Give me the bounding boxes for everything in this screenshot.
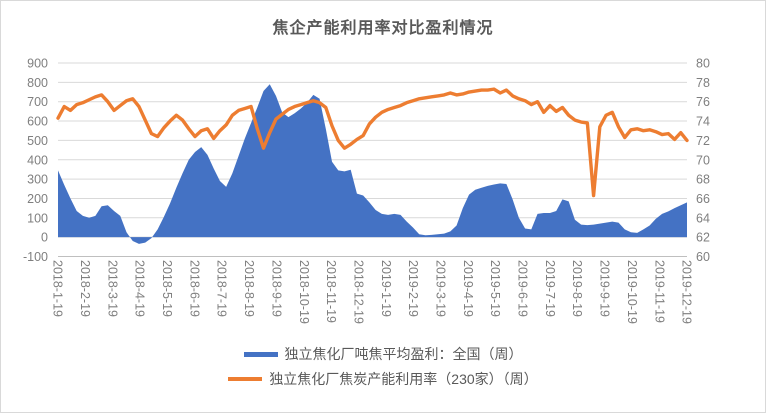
x-axis-tick-label: 2018-8-19 [242, 260, 256, 317]
y-axis-tick-label-left: -100 [23, 250, 48, 264]
x-axis-tick-label: 2018-9-19 [269, 260, 283, 317]
profit-area-series [58, 84, 687, 244]
x-axis-tick-label: 2018-12-19 [351, 260, 365, 324]
area-series-swatch-icon [243, 351, 278, 357]
y-axis-tick-label-right: 72 [696, 134, 710, 148]
y-axis-tick-label-right: 70 [696, 153, 710, 167]
y-axis-tick-label-right: 78 [696, 76, 710, 90]
y-axis-tick-label-left: 0 [41, 231, 48, 245]
x-axis-tick-label: 2019-11-19 [652, 260, 666, 323]
y-axis-tick-label-left: 900 [27, 57, 48, 71]
x-axis-tick-label: 2019-12-19 [680, 260, 694, 324]
x-axis-tick-label: 2019-10-19 [625, 260, 639, 324]
x-axis-tick-label: 2018-6-19 [187, 260, 201, 317]
x-axis-tick-label: 2018-5-19 [160, 260, 174, 317]
x-axis-tick-label: 2019-2-19 [406, 260, 420, 317]
x-axis-tick-label: 2018-2-19 [78, 260, 92, 317]
y-axis-tick-label-left: 300 [27, 173, 48, 187]
chart-title: 焦企产能利用率对比盈利情况 [272, 20, 494, 37]
x-axis-tick-label: 2019-7-19 [543, 260, 557, 317]
x-axis-tick-label: 2019-8-19 [570, 260, 584, 317]
x-axis-tick-label: 2019-3-19 [433, 260, 447, 317]
y-axis-tick-label-left: 600 [27, 115, 48, 129]
y-axis-tick-label-right: 68 [696, 173, 710, 187]
y-axis-tick-label-left: 200 [27, 192, 48, 206]
utilization-line-series [56, 87, 689, 198]
x-axis-tick-label: 2018-7-19 [215, 260, 229, 317]
y-axis-tick-label-right: 62 [696, 231, 710, 245]
x-axis-tick-label: 2019-5-19 [488, 260, 502, 317]
y-axis-tick-label-left: 800 [27, 76, 48, 90]
legend-item-profit: 独立焦化厂吨焦平均盈利：全国（周） [243, 345, 523, 363]
x-axis-tick-label: 2018-1-19 [51, 260, 65, 317]
y-axis-tick-label-left: 500 [27, 134, 48, 148]
line-series-swatch-icon [228, 377, 263, 381]
x-axis-tick-label: 2019-4-19 [461, 260, 475, 317]
y-axis-tick-label-right: 76 [696, 95, 710, 109]
x-axis-tick-label: 2019-1-19 [379, 260, 393, 317]
y-axis-tick-label-left: 700 [27, 95, 48, 109]
x-axis-tick-label: 2019-9-19 [598, 260, 612, 317]
legend-label-utilization: 独立焦化厂焦炭产能利用率（230家）（周） [269, 371, 538, 387]
y-axis-tick-label-right: 60 [696, 250, 710, 264]
y-axis-tick-label-left: 100 [27, 211, 48, 225]
y-axis-tick-label-left: 400 [27, 153, 48, 167]
legend-item-utilization: 独立焦化厂焦炭产能利用率（230家）（周） [228, 370, 538, 388]
x-axis-tick-label: 2018-10-19 [297, 260, 311, 324]
chart-legend: 独立焦化厂吨焦平均盈利：全国（周） 独立焦化厂焦炭产能利用率（230家）（周） [1, 345, 765, 388]
y-axis-tick-label-right: 74 [696, 115, 710, 129]
x-axis-tick-label: 2018-11-19 [324, 260, 338, 323]
legend-label-profit: 独立焦化厂吨焦平均盈利：全国（周） [284, 346, 523, 362]
x-axis-tick-label: 2019-6-19 [516, 260, 530, 317]
x-axis-tick-label: 2018-4-19 [133, 260, 147, 317]
y-axis-tick-label-right: 66 [696, 192, 710, 206]
y-axis-tick-label-right: 80 [696, 57, 710, 71]
x-axis-tick-label: 2018-3-19 [105, 260, 119, 317]
y-axis-tick-label-right: 64 [696, 211, 710, 225]
